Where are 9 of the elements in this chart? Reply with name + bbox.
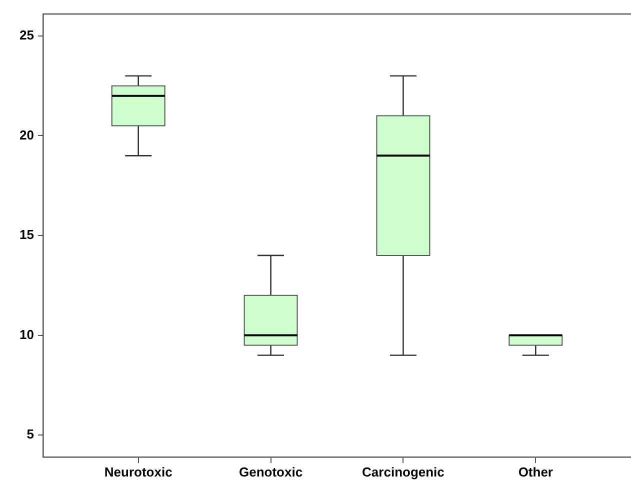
x-tick-label: Genotoxic [238,464,303,480]
x-tick-label: Other [518,464,553,480]
y-tick-label: 15 [20,227,34,242]
y-tick-label: 10 [20,326,34,342]
y-tick-label: 25 [20,28,34,43]
x-tick-label: Carcinogenic [362,464,444,480]
y-tick-label: 20 [20,127,34,142]
y-tick-label: 5 [26,426,34,442]
x-tick-label: Neurotoxic [104,464,172,480]
